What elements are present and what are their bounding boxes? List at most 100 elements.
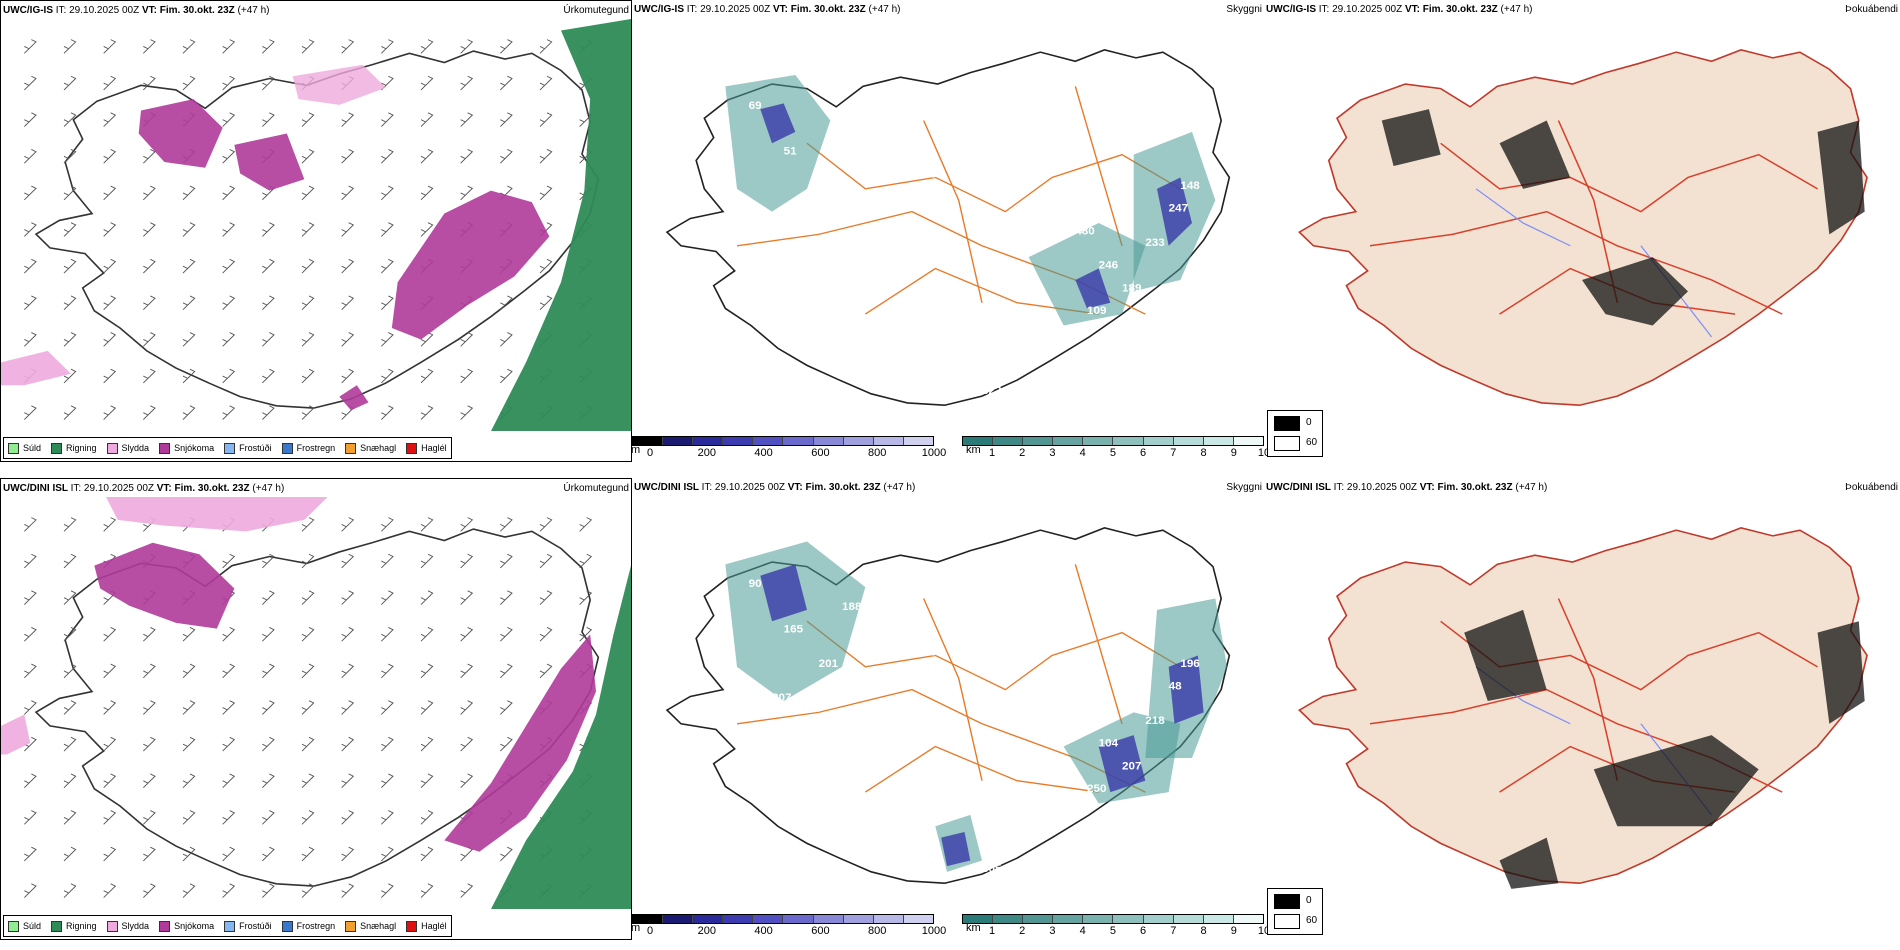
valid-time: VT: Fim. 30.okt. 23Z [1419, 482, 1516, 493]
colorbar-tick: 5 [1109, 925, 1116, 937]
wind-barb [301, 368, 315, 384]
road-line [806, 142, 1181, 213]
panel-header: UWC/DINI ISL IT: 29.10.2025 00Z VT: Fim.… [1266, 482, 1547, 493]
legend-swatch [345, 920, 357, 932]
colorbar-segment [693, 915, 724, 923]
ceiling-colorbar-bar [632, 436, 934, 446]
wind-barb [301, 846, 315, 862]
colorbar-segment [1233, 437, 1263, 445]
colorbar-tick: 9 [1230, 447, 1237, 459]
wind-barb [24, 295, 37, 311]
wind-barb [262, 332, 275, 347]
init-time: IT: 29.10.2025 00Z [701, 482, 788, 493]
snow-area [94, 542, 235, 629]
wind-barb [103, 75, 117, 91]
colorbar-segment [1203, 915, 1234, 923]
cloud-base-label: 36 [924, 169, 937, 181]
legend-item-haglél: Haglél [406, 442, 447, 454]
wind-barb [500, 39, 513, 54]
wind-barb [143, 883, 156, 898]
wind-barb [500, 553, 513, 569]
wind-barb [222, 112, 236, 127]
lead-time: (+47 h) [883, 482, 916, 493]
snow-area [234, 133, 305, 191]
wind-barb [63, 112, 77, 127]
panel-label-fog: Þokuábendi [1845, 4, 1898, 15]
colorbar-tick: 3 [1049, 925, 1056, 937]
legend-label: Frostúði [239, 443, 272, 453]
wind-barb [420, 39, 434, 54]
wind-barb [143, 846, 156, 862]
colorbar-tick: 4 [1079, 925, 1086, 937]
cloud-base-label: 480 [1075, 225, 1094, 237]
wind-barb [222, 810, 236, 825]
wind-barb [301, 590, 315, 605]
visibility-field [725, 74, 831, 212]
cloud-base-label: 201 [819, 658, 839, 670]
wind-barb [103, 39, 117, 54]
wind-barb [539, 185, 553, 201]
legend-item-snjókoma: Snjókoma [159, 920, 214, 932]
colorbar-tick: 1 [988, 447, 996, 459]
colorbar-tick: 800 [868, 925, 887, 937]
wind-barb [460, 149, 474, 164]
road-line [1557, 120, 1619, 303]
wind-barb [460, 590, 474, 605]
wind-barb [381, 736, 394, 752]
panel-label-precip-type: Úrkomutegund [563, 483, 629, 494]
wind-barb [24, 405, 37, 420]
wind-barb [539, 627, 553, 642]
wind-barb [420, 553, 434, 569]
colorbar-tick: 8 [1200, 447, 1207, 459]
wind-barb [143, 663, 156, 679]
wind-barb [420, 149, 434, 164]
wind-barb [103, 149, 117, 164]
wind-barb [460, 368, 474, 384]
wind-barb [381, 700, 394, 715]
precip-map [1, 19, 631, 431]
wind-barb [182, 295, 196, 311]
wind-barb [143, 39, 156, 54]
wind-barb [262, 39, 275, 54]
wind-barb [381, 39, 394, 54]
visibility-map-svg: 69 51 125 289 16 83 36 480 246 189 107 566 109 93 322 2… [665, 49, 1231, 407]
wind-barb [24, 883, 37, 898]
colorbar-segment [1143, 915, 1174, 923]
panel-header: UWC/IG-IS IT: 29.10.2025 00Z VT: Fim. 30… [634, 4, 901, 15]
legend-swatch [159, 442, 171, 454]
wind-barb [420, 590, 434, 605]
wind-barb [539, 75, 553, 91]
wind-barb [420, 332, 434, 347]
wind-barb [63, 75, 77, 91]
legend-swatch [281, 920, 293, 932]
wind-barb [63, 295, 77, 311]
precip-type-panel: UWC/IG-IS IT: 29.10.2025 00Z VT: Fim. 30… [0, 0, 632, 462]
colorbar-segment [1173, 437, 1204, 445]
ceiling-field [1157, 177, 1192, 246]
wind-barb [143, 736, 156, 752]
wind-barb [460, 112, 474, 127]
colorbar-segment [813, 915, 844, 923]
valid-time: VT: Fim. 30.okt. 23Z [156, 483, 253, 494]
snow-area [444, 634, 596, 852]
wind-barb [341, 846, 355, 862]
wind-barb [143, 627, 156, 642]
wind-barb [341, 553, 355, 569]
colorbar-segment [633, 915, 664, 923]
ceiling-field [1075, 268, 1111, 309]
snow-area [138, 99, 223, 168]
cloud-base-label: 189 [1122, 282, 1141, 294]
wind-barb [420, 663, 434, 679]
wind-barb [460, 39, 474, 54]
wind-barb [381, 75, 394, 91]
wind-barb [63, 700, 77, 715]
valid-time: VT: Fim. 30.okt. 23Z [772, 4, 869, 15]
legend-label: Rigning [66, 921, 97, 931]
wind-barb [63, 663, 77, 679]
wind-barb [341, 185, 355, 201]
wind-barb [63, 517, 77, 532]
wind-barb [420, 810, 434, 825]
wind-barb [222, 295, 236, 311]
legend-swatch [406, 920, 418, 932]
model-name: UWC/IG-IS [1266, 4, 1319, 15]
